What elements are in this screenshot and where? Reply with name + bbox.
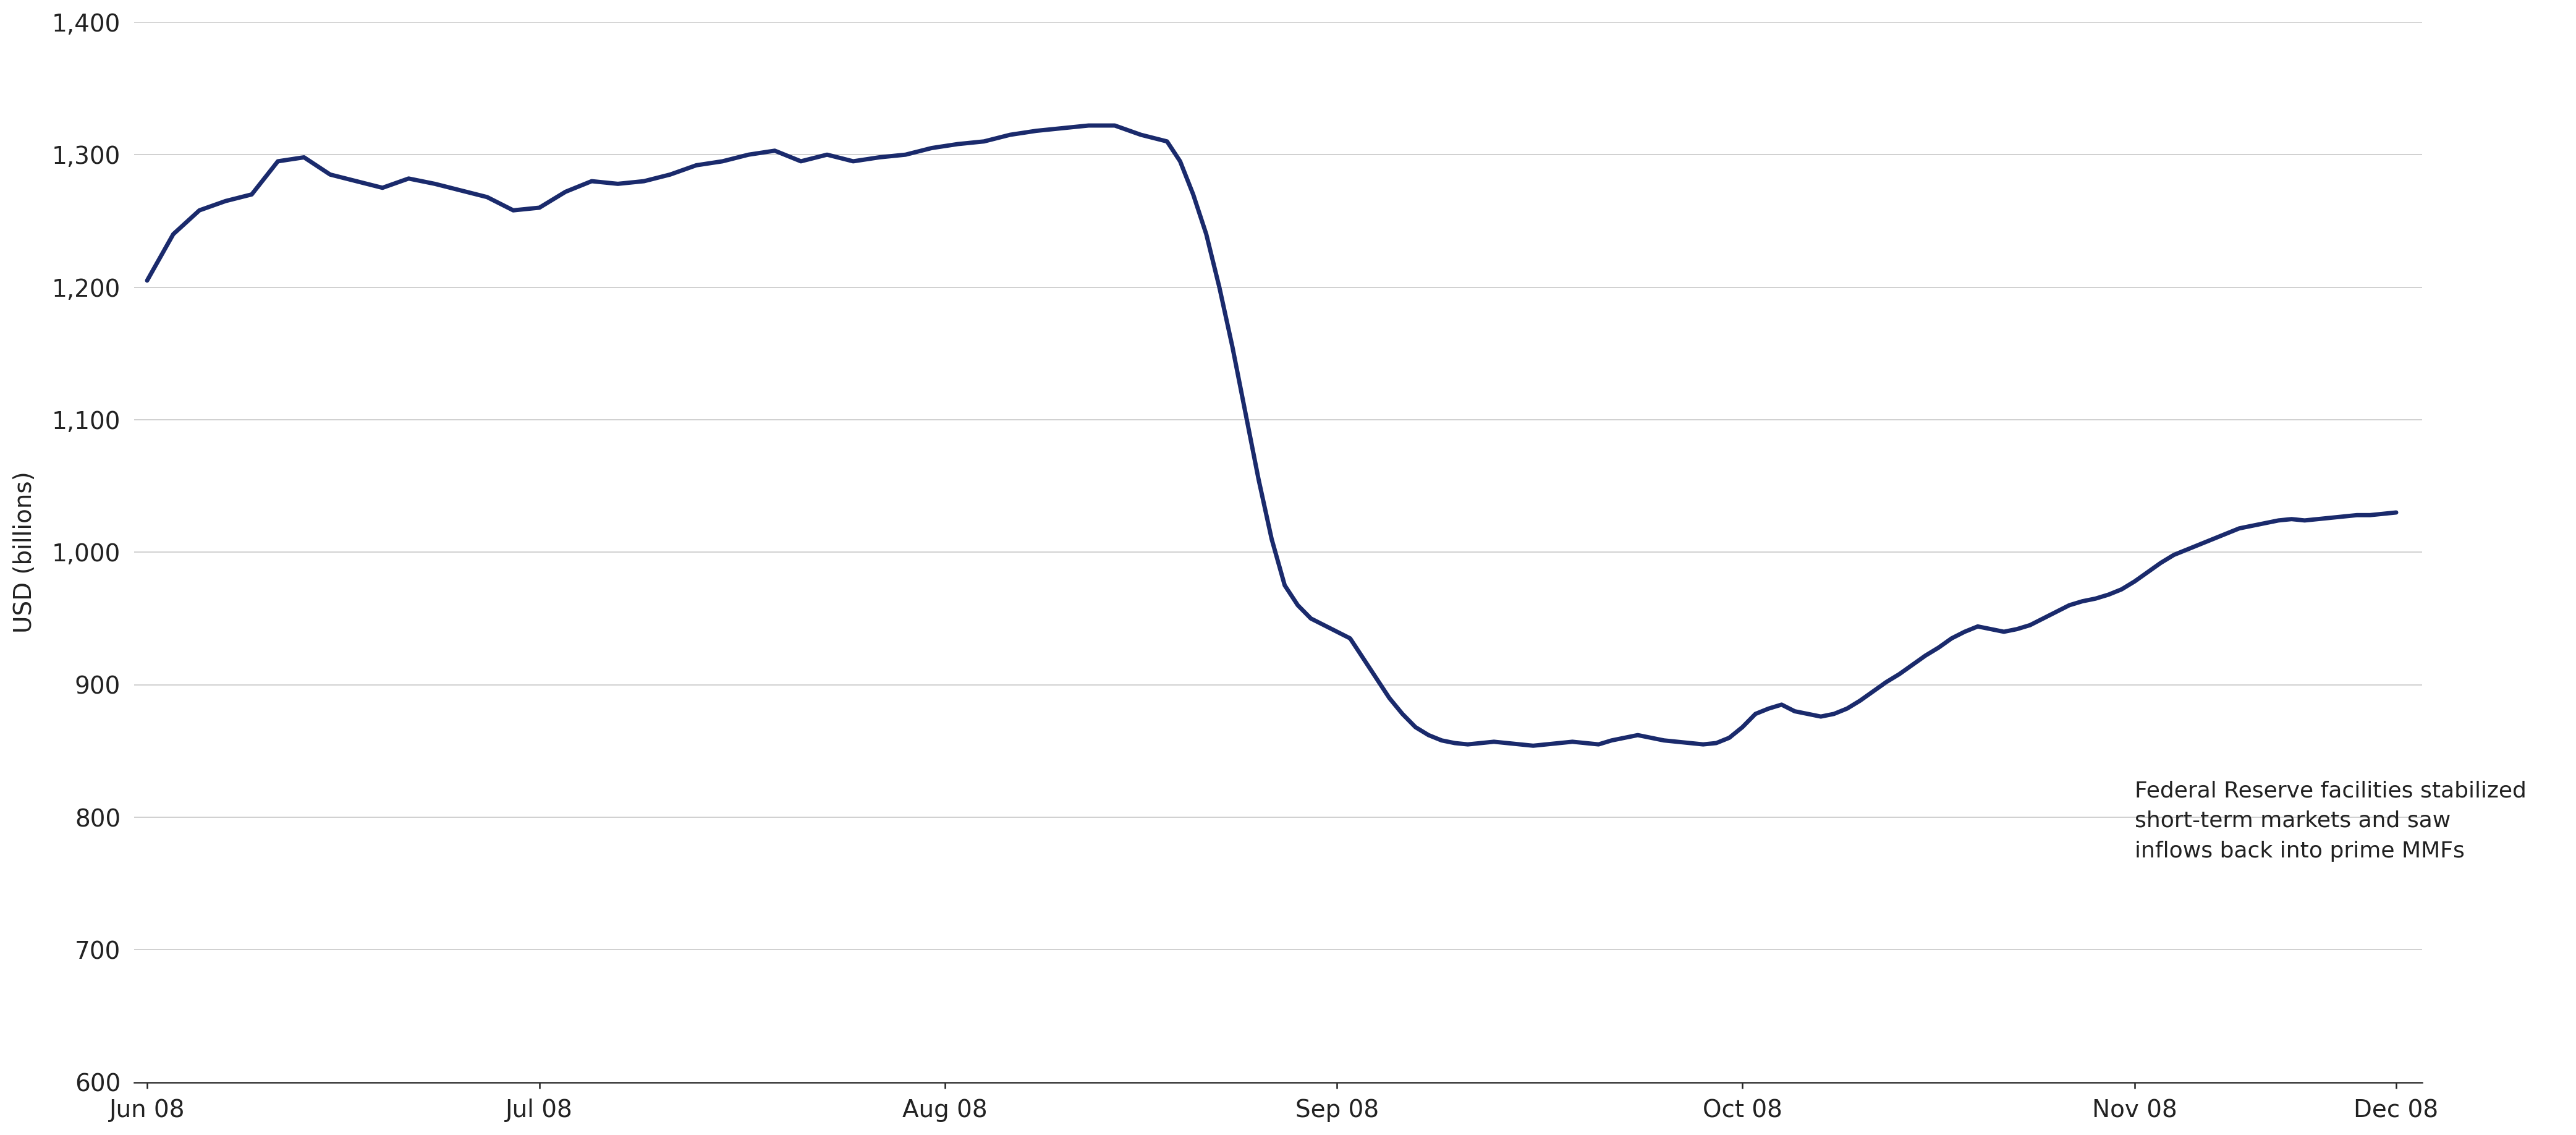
- Y-axis label: USD (billions): USD (billions): [13, 471, 36, 633]
- Text: Federal Reserve facilities stabilized
short-term markets and saw
inflows back in: Federal Reserve facilities stabilized sh…: [2136, 780, 2527, 861]
